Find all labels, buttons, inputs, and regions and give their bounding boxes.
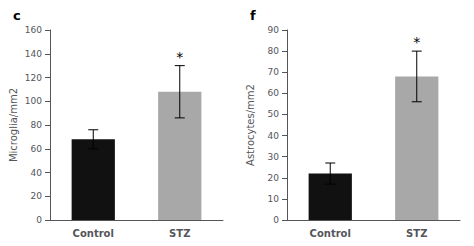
svg-text:STZ: STZ	[406, 228, 427, 239]
svg-text:30: 30	[268, 152, 280, 162]
svg-text:Microglia/mm2: Microglia/mm2	[8, 88, 19, 162]
svg-text:60: 60	[268, 88, 280, 98]
svg-text:f: f	[250, 8, 256, 23]
svg-text:80: 80	[31, 120, 43, 130]
svg-text:Astrocytes/mm2: Astrocytes/mm2	[245, 84, 256, 166]
svg-text:10: 10	[268, 194, 280, 204]
svg-text:100: 100	[25, 96, 42, 106]
svg-text:*: *	[413, 34, 420, 50]
svg-text:c: c	[13, 8, 21, 23]
svg-text:20: 20	[31, 191, 43, 201]
svg-text:40: 40	[31, 168, 43, 178]
svg-text:90: 90	[268, 25, 280, 35]
svg-text:Control: Control	[310, 228, 351, 239]
svg-text:80: 80	[268, 46, 280, 56]
svg-text:60: 60	[31, 144, 43, 154]
svg-text:140: 140	[25, 49, 42, 59]
svg-text:20: 20	[268, 173, 280, 183]
svg-text:70: 70	[268, 67, 280, 77]
svg-text:40: 40	[268, 131, 280, 141]
svg-text:0: 0	[36, 215, 42, 225]
svg-text:Control: Control	[73, 228, 114, 239]
svg-text:120: 120	[25, 73, 42, 83]
svg-text:160: 160	[25, 25, 42, 35]
svg-text:STZ: STZ	[169, 228, 190, 239]
svg-text:50: 50	[268, 109, 280, 119]
svg-text:*: *	[176, 49, 183, 65]
svg-text:0: 0	[273, 215, 279, 225]
